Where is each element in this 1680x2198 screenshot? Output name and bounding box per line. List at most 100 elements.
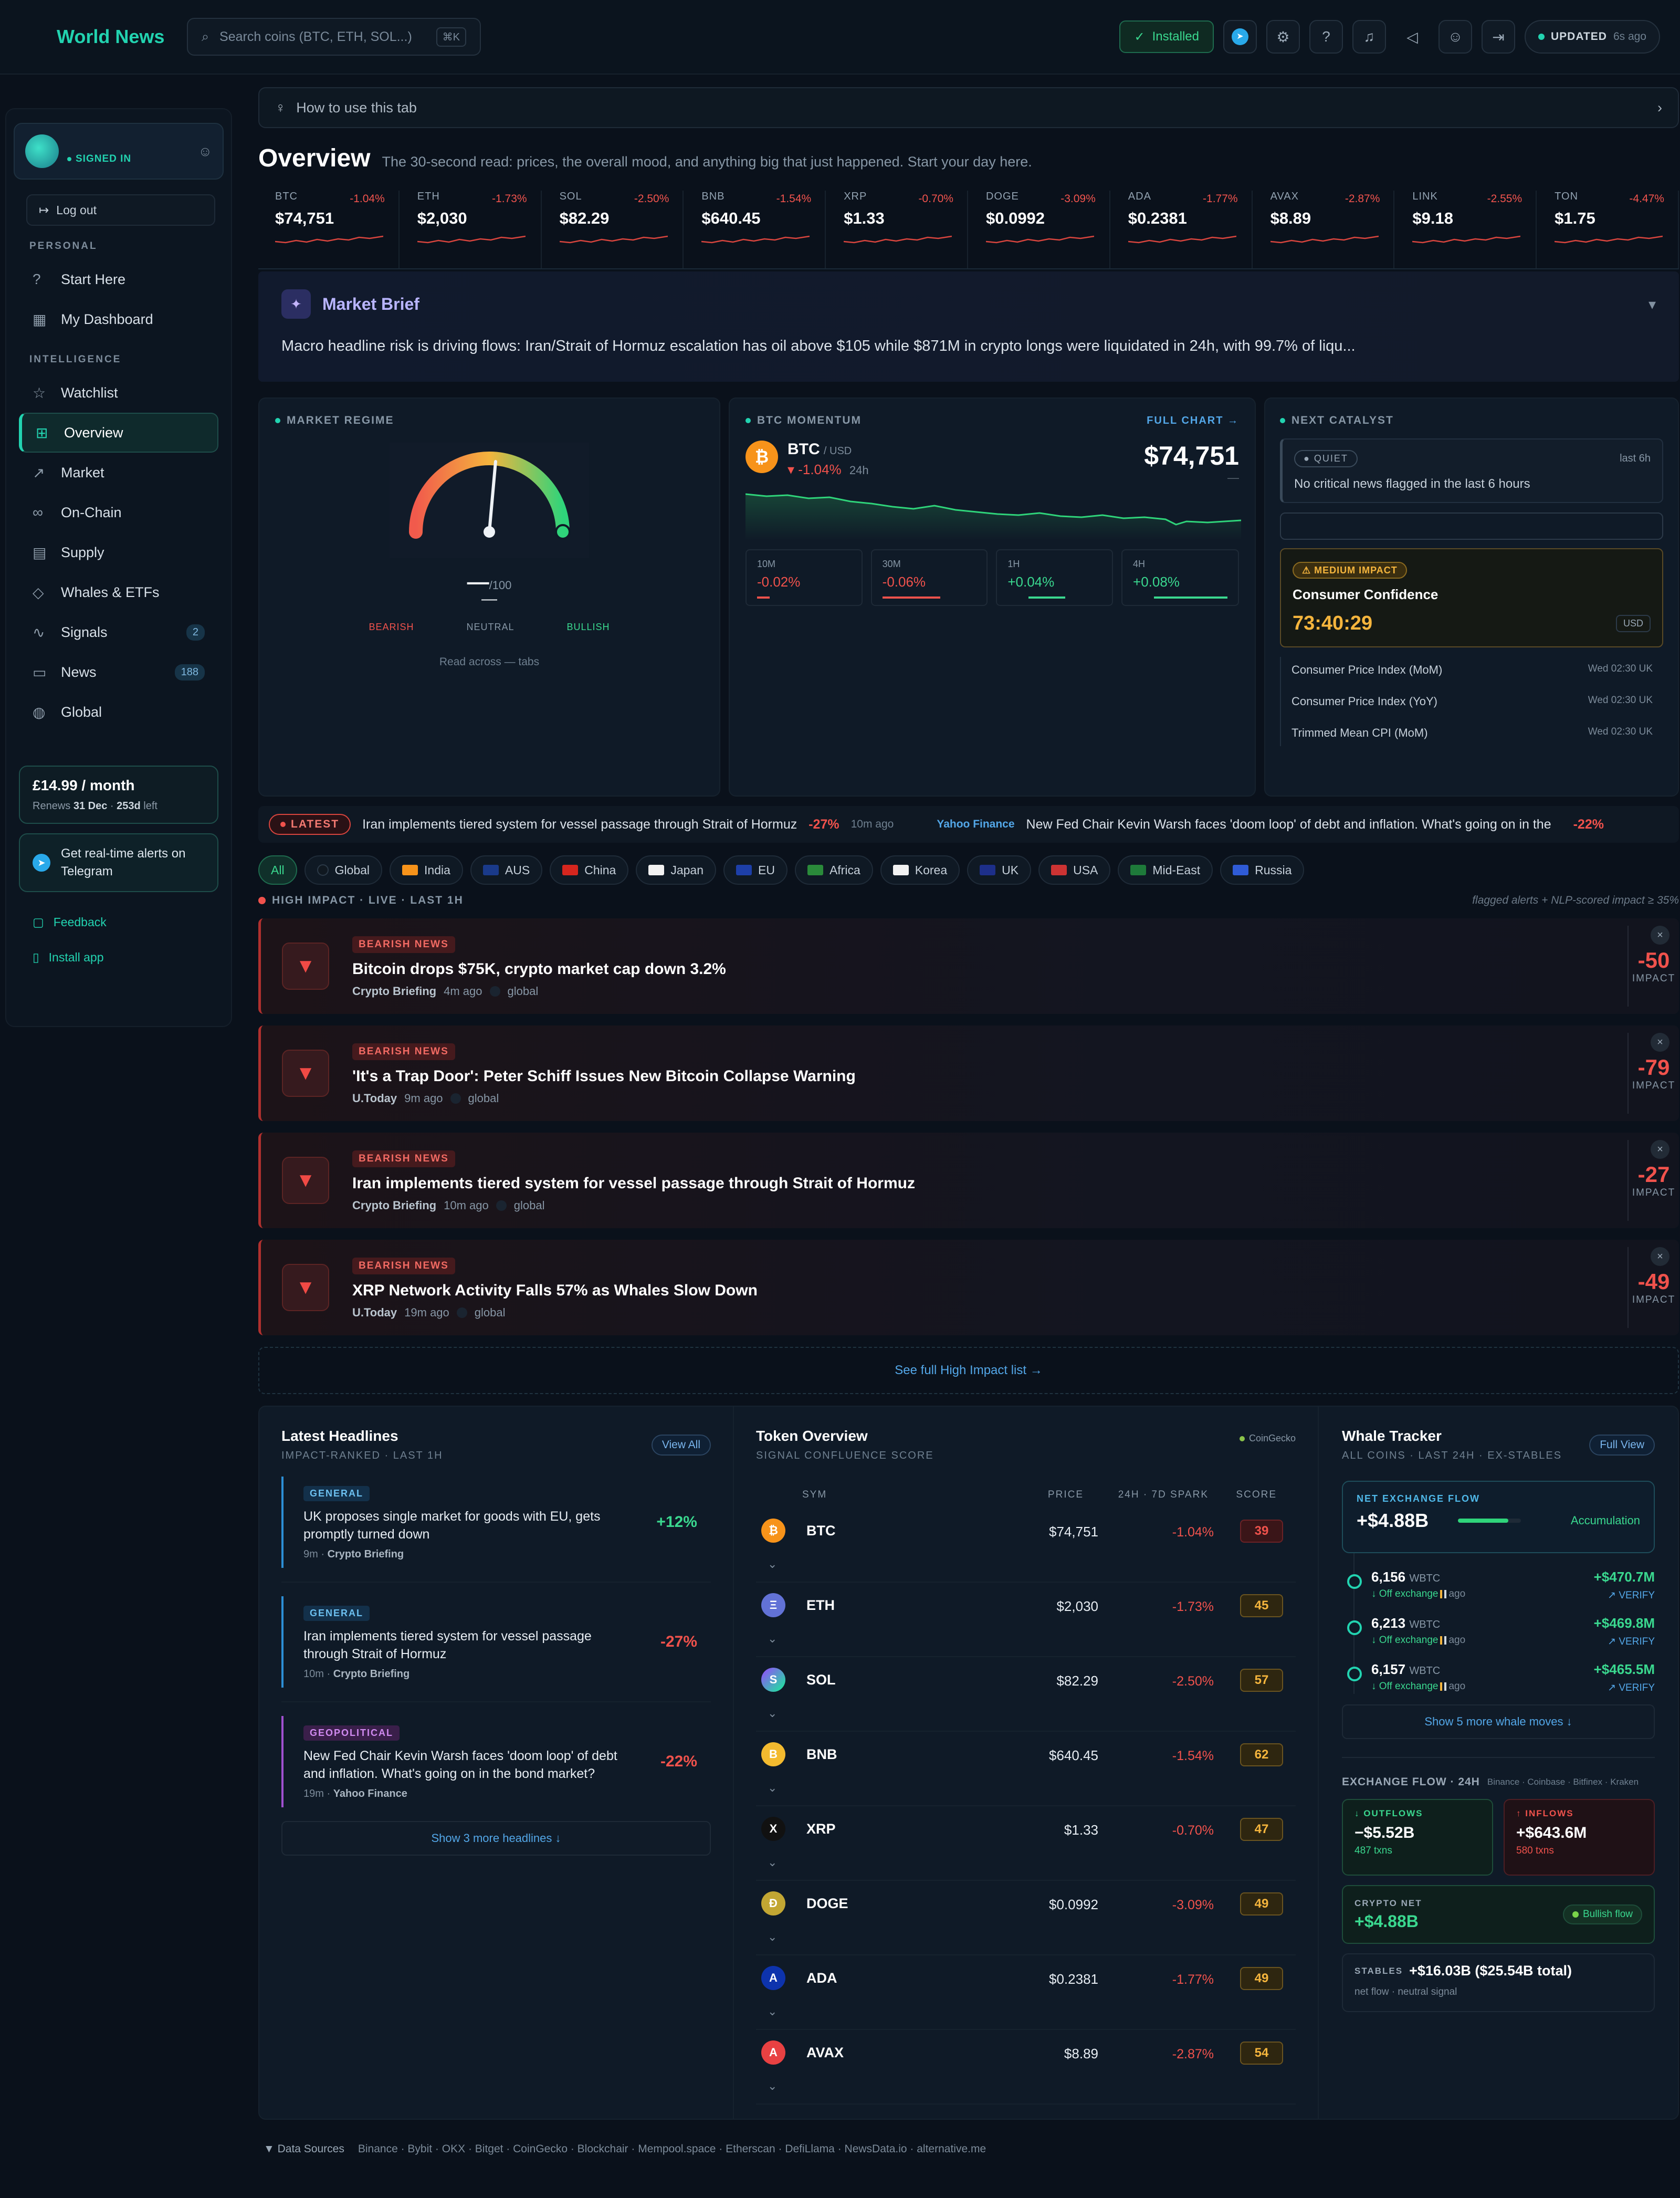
token-row[interactable]: B BNB $640.45 -1.54% 62 ⌄ (756, 1732, 1296, 1806)
account-button[interactable]: ☺ (1438, 20, 1472, 54)
token-row[interactable]: S SOL $82.29 -2.50% 57 ⌄ (756, 1657, 1296, 1732)
sidebar-item-whales[interactable]: ◇ Whales & ETFs (33, 584, 160, 601)
region-filter-india[interactable]: India (390, 855, 463, 885)
latest-item-text[interactable]: Iran implements tiered system for vessel… (362, 817, 797, 832)
howto-toggle[interactable]: ♀ How to use this tab › (258, 87, 1679, 128)
region-filter-usa[interactable]: USA (1038, 855, 1111, 885)
verify-link[interactable]: ↗ VERIFY (1608, 1590, 1655, 1601)
ticker-sol[interactable]: SOL -2.50% $82.29 (542, 191, 684, 268)
token-row[interactable]: X XRP $1.33 -0.70% 47 ⌄ (756, 1806, 1296, 1881)
sidebar-item-news[interactable]: ▭ News 188 (19, 652, 218, 692)
token-row[interactable]: ₿ BTC $74,751 -1.04% 39 ⌄ (756, 1508, 1296, 1583)
region-filter-eu[interactable]: EU (723, 855, 788, 885)
alert-title[interactable]: Bitcoin drops $75K, crypto market cap do… (352, 960, 726, 978)
verify-link[interactable]: ↗ VERIFY (1608, 1636, 1655, 1647)
region-filter-africa[interactable]: Africa (794, 855, 873, 885)
notifications-button[interactable]: ♫ (1352, 20, 1386, 54)
view-all-button[interactable]: View All (651, 1434, 711, 1456)
headline-text[interactable]: New Fed Chair Kevin Warsh faces 'doom lo… (303, 1749, 617, 1781)
expand-chevron-icon[interactable]: ⌄ (768, 1856, 778, 1869)
expand-chevron-icon[interactable]: ⌄ (768, 1781, 778, 1794)
telegram-button[interactable]: ➤ (1223, 20, 1257, 54)
expand-chevron-icon[interactable]: ⌄ (768, 1707, 778, 1720)
whale-move[interactable]: 6,157 WBTC ↓ Off exchange ago +$465.5M ↗ V… (1342, 1661, 1655, 1694)
upcoming-item[interactable]: Consumer Price Index (YoY) Wed 02:30 UK (1292, 695, 1653, 708)
help-button[interactable]: ? (1309, 20, 1343, 54)
see-full-high-impact-button[interactable]: See full High Impact list → (258, 1347, 1679, 1394)
expand-chevron-icon[interactable]: ⌄ (768, 2079, 778, 2092)
settings-button[interactable]: ⚙ (1266, 20, 1300, 54)
sidebar-item-signals[interactable]: ∿ Signals 2 (19, 612, 218, 652)
expand-chevron-icon[interactable]: ⌄ (768, 1930, 778, 1943)
high-impact-alert[interactable]: ▼ BEARISH NEWS Iran implements tiered sy… (258, 1133, 1679, 1228)
region-filter-all[interactable]: All (258, 855, 297, 885)
installed-button[interactable]: ✓ Installed (1119, 20, 1214, 53)
region-filter-global[interactable]: Global (304, 855, 383, 885)
region-filter-uk[interactable]: UK (967, 855, 1032, 885)
headline-item[interactable]: GEOPOLITICAL New Fed Chair Kevin Warsh f… (281, 1716, 711, 1807)
token-row[interactable]: A AVAX $8.89 -2.87% 54 ⌄ (756, 2030, 1296, 2105)
expand-chevron-icon[interactable]: ⌄ (768, 2005, 778, 2018)
sidebar-item-start-here[interactable]: ? Start Here (33, 271, 126, 287)
region-filter-japan[interactable]: Japan (636, 855, 716, 885)
token-row[interactable]: A ADA $0.2381 -1.77% 49 ⌄ (756, 1955, 1296, 2030)
ticker-eth[interactable]: ETH -1.73% $2,030 (400, 191, 542, 268)
token-row[interactable]: Ð DOGE $0.0992 -3.09% 49 ⌄ (756, 1881, 1296, 1955)
more-headlines-button[interactable]: Show 3 more headlines ↓ (281, 1821, 711, 1856)
region-filter-korea[interactable]: Korea (880, 855, 960, 885)
dismiss-icon[interactable]: × (1651, 1033, 1670, 1052)
sidebar-item-my-dashboard[interactable]: ▦ My Dashboard (33, 311, 153, 328)
region-filter-mid-east[interactable]: Mid-East (1118, 855, 1213, 885)
sidebar-item-on-chain[interactable]: ∞ On-Chain (33, 504, 122, 520)
more-whale-moves-button[interactable]: Show 5 more whale moves ↓ (1342, 1704, 1655, 1739)
app-logo[interactable]: World News (57, 26, 165, 47)
whale-move[interactable]: 6,213 WBTC ↓ Off exchange ago +$469.8M ↗ V… (1342, 1615, 1655, 1648)
headline-text[interactable]: Iran implements tiered system for vessel… (303, 1629, 592, 1661)
ticker-doge[interactable]: DOGE -3.09% $0.0992 (968, 191, 1110, 268)
data-sources-footer[interactable]: ▼ Data Sources Binance · Bybit · OKX · B… (258, 2143, 1679, 2155)
chevron-down-icon[interactable]: ▾ (1648, 296, 1656, 312)
alert-title[interactable]: 'It's a Trap Door': Peter Schiff Issues … (352, 1067, 856, 1085)
region-filter-russia[interactable]: Russia (1220, 855, 1305, 885)
expand-chevron-icon[interactable]: ⌄ (768, 1632, 778, 1645)
region-filter-aus[interactable]: AUS (470, 855, 543, 885)
sound-button[interactable]: ◁ (1395, 20, 1429, 54)
ticker-ada[interactable]: ADA -1.77% $0.2381 (1110, 191, 1253, 268)
upcoming-item[interactable]: Consumer Price Index (MoM) Wed 02:30 UK (1292, 663, 1653, 676)
market-brief[interactable]: ✦ Market Brief ▾ Macro headline risk is … (258, 271, 1679, 382)
region-filter-china[interactable]: China (550, 855, 629, 885)
headline-item[interactable]: GENERAL Iran implements tiered system fo… (281, 1596, 711, 1688)
sidebar-item-overview[interactable]: ⊞ Overview (19, 413, 218, 453)
plan-box[interactable]: £14.99 / month Renews 31 Dec · 253d left (19, 766, 218, 824)
headline-text[interactable]: UK proposes single market for goods with… (303, 1509, 601, 1542)
expand-chevron-icon[interactable]: ⌄ (768, 1557, 778, 1571)
verify-link[interactable]: ↗ VERIFY (1608, 1682, 1655, 1693)
install-app-link[interactable]: ▯ Install app (33, 950, 104, 964)
ticker-ton[interactable]: TON -4.47% $1.75 (1537, 191, 1679, 268)
sidebar-item-watchlist[interactable]: ☆ Watchlist (33, 384, 118, 401)
full-chart-link[interactable]: FULL CHART → (1147, 414, 1239, 426)
telegram-alerts-button[interactable]: ➤ Get real-time alerts on Telegram (19, 833, 218, 892)
sidebar-item-global[interactable]: ◍ Global (33, 704, 102, 720)
alert-title[interactable]: Iran implements tiered system for vessel… (352, 1174, 915, 1192)
high-impact-alert[interactable]: ▼ BEARISH NEWS Bitcoin drops $75K, crypt… (258, 918, 1679, 1014)
latest-item-text[interactable]: New Fed Chair Kevin Warsh faces 'doom lo… (1026, 817, 1551, 832)
latest-news-ticker[interactable]: LATEST Iran implements tiered system for… (258, 806, 1679, 843)
headline-item[interactable]: GENERAL UK proposes single market for go… (281, 1477, 711, 1568)
ticker-avax[interactable]: AVAX -2.87% $8.89 (1253, 191, 1395, 268)
ticker-bnb[interactable]: BNB -1.54% $640.45 (684, 191, 826, 268)
dismiss-icon[interactable]: × (1651, 926, 1670, 945)
upcoming-item[interactable]: Trimmed Mean CPI (MoM) Wed 02:30 UK (1292, 726, 1653, 739)
token-row[interactable]: Ξ ETH $2,030 -1.73% 45 ⌄ (756, 1583, 1296, 1657)
signout-button[interactable]: ⇥ (1481, 20, 1515, 54)
alert-title[interactable]: XRP Network Activity Falls 57% as Whales… (352, 1281, 758, 1299)
logout-button[interactable]: ↦ Log out (26, 194, 215, 226)
user-icon[interactable]: ☺ (198, 143, 212, 159)
high-impact-alert[interactable]: ▼ BEARISH NEWS 'It's a Trap Door': Peter… (258, 1025, 1679, 1121)
sidebar-item-market[interactable]: ↗ Market (33, 464, 104, 481)
ticker-btc[interactable]: BTC -1.04% $74,751 (258, 191, 400, 268)
full-view-button[interactable]: Full View (1589, 1434, 1655, 1456)
ticker-xrp[interactable]: XRP -0.70% $1.33 (826, 191, 968, 268)
whale-move[interactable]: 6,156 WBTC ↓ Off exchange ago +$470.7M ↗ V… (1342, 1569, 1655, 1602)
dismiss-icon[interactable]: × (1651, 1140, 1670, 1159)
